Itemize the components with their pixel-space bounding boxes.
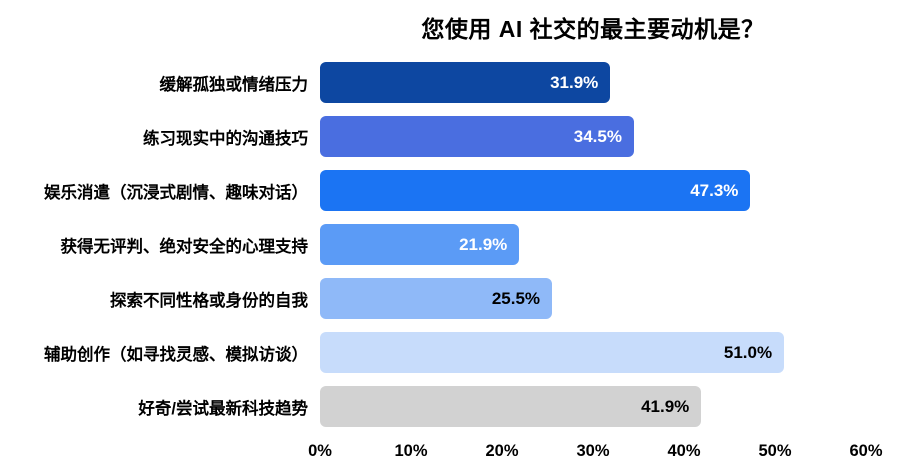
bar: 47.3% (320, 170, 751, 211)
axis-spacer (8, 440, 320, 466)
x-tick-label: 30% (576, 442, 610, 460)
x-tick-label: 0% (308, 442, 332, 460)
x-tick-label: 10% (394, 442, 428, 460)
bar-track: 47.3% (320, 170, 866, 211)
category-label: 好奇/尝试最新科技趋势 (138, 399, 308, 418)
category-label: 辅助创作（如寻找灵感、模拟访谈） (44, 345, 308, 364)
axis-row: 0% 10% 20% 30% 40% 50% 60% (8, 440, 882, 466)
bar: 51.0% (320, 332, 785, 373)
bar-track: 31.9% (320, 62, 866, 103)
category-label: 获得无评判、绝对安全的心理支持 (60, 237, 309, 256)
bar-value-label: 34.5% (573, 126, 622, 146)
x-tick-label: 50% (758, 442, 792, 460)
bar-value-label: 31.9% (550, 72, 599, 92)
bar-value-label: 41.9% (641, 396, 690, 416)
bar: 34.5% (320, 116, 634, 157)
bar-row: 获得无评判、绝对安全的心理支持 21.9% (8, 224, 866, 265)
category-label: 探索不同性格或身份的自我 (110, 291, 308, 310)
bar-track: 34.5% (320, 116, 866, 157)
category-label: 娱乐消遣（沉浸式剧情、趣味对话） (44, 183, 308, 202)
bar-row: 缓解孤独或情绪压力 31.9% (8, 62, 866, 103)
bar-row: 探索不同性格或身份的自我 25.5% (8, 278, 866, 319)
bar-track: 21.9% (320, 224, 866, 265)
category-label: 缓解孤独或情绪压力 (159, 75, 309, 94)
bar-row: 好奇/尝试最新科技趋势 41.9% (8, 386, 866, 427)
bar: 21.9% (320, 224, 520, 265)
x-tick-label: 20% (485, 442, 519, 460)
bar-value-label: 25.5% (491, 288, 541, 308)
bar: 31.9% (320, 62, 611, 103)
bar: 41.9% (320, 386, 702, 427)
chart-title: 您使用 AI 社交的最主要动机是？ (421, 16, 765, 42)
bar-row: 辅助创作（如寻找灵感、模拟访谈） 51.0% (8, 332, 866, 373)
bar-track: 51.0% (320, 332, 866, 373)
bar-value-label: 47.3% (690, 180, 739, 200)
bar: 25.5% (320, 278, 553, 319)
category-label: 练习现实中的沟通技巧 (143, 129, 308, 148)
title-row: 您使用 AI 社交的最主要动机是？ (8, 10, 866, 44)
bar-rows: 缓解孤独或情绪压力 31.9% 练习现实中的沟通技巧 34.5% 娱乐消遣（沉浸式剧情、… (8, 62, 866, 427)
bar-track: 41.9% (320, 386, 866, 427)
bar-value-label: 51.0% (723, 342, 773, 362)
x-tick-label: 40% (667, 442, 701, 460)
x-axis: 0% 10% 20% 30% 40% 50% 60% (308, 440, 882, 466)
x-tick-label: 60% (849, 442, 883, 460)
bar-value-label: 21.9% (459, 234, 508, 254)
bar-track: 25.5% (320, 278, 866, 319)
bar-row: 练习现实中的沟通技巧 34.5% (8, 116, 866, 157)
bar-row: 娱乐消遣（沉浸式剧情、趣味对话） 47.3% (8, 170, 866, 211)
